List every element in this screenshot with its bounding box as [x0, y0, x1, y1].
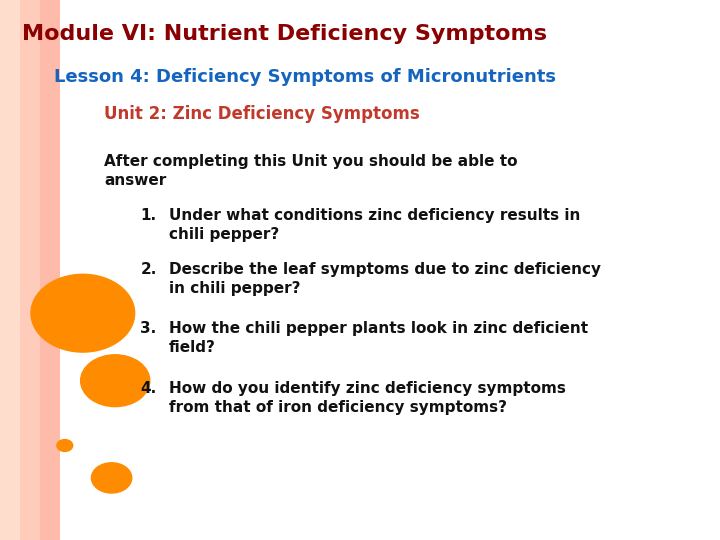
- Circle shape: [31, 274, 135, 352]
- Text: Lesson 4: Deficiency Symptoms of Micronutrients: Lesson 4: Deficiency Symptoms of Micronu…: [54, 68, 556, 85]
- Bar: [20, 0, 40, 540]
- Text: 2.: 2.: [140, 262, 157, 277]
- Text: 3.: 3.: [140, 321, 157, 336]
- Circle shape: [81, 355, 150, 407]
- Text: 1.: 1.: [140, 208, 156, 223]
- Text: After completing this Unit you should be able to
answer: After completing this Unit you should be…: [104, 154, 518, 187]
- Text: Module VI: Nutrient Deficiency Symptoms: Module VI: Nutrient Deficiency Symptoms: [22, 24, 546, 44]
- Circle shape: [91, 463, 132, 493]
- Bar: [0, 0, 20, 540]
- Text: Under what conditions zinc deficiency results in
chili pepper?: Under what conditions zinc deficiency re…: [169, 208, 580, 242]
- Circle shape: [57, 440, 73, 451]
- Bar: [40, 0, 60, 540]
- Text: Describe the leaf symptoms due to zinc deficiency
in chili pepper?: Describe the leaf symptoms due to zinc d…: [169, 262, 601, 296]
- Text: How do you identify zinc deficiency symptoms
from that of iron deficiency sympto: How do you identify zinc deficiency symp…: [169, 381, 566, 415]
- Text: 4.: 4.: [140, 381, 157, 396]
- Text: How the chili pepper plants look in zinc deficient
field?: How the chili pepper plants look in zinc…: [169, 321, 588, 355]
- Text: Unit 2: Zinc Deficiency Symptoms: Unit 2: Zinc Deficiency Symptoms: [104, 105, 420, 123]
